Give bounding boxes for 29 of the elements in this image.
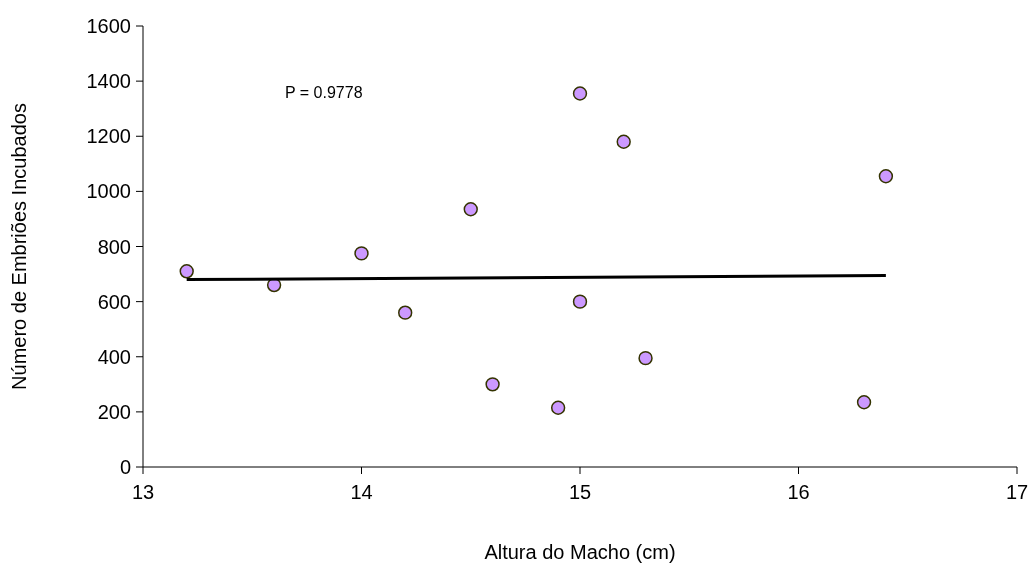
y-tick-label: 1000 [86,180,131,203]
point [878,169,894,184]
point [572,86,588,101]
y-axis-title: Número de Embriões Incubados [8,103,30,390]
point [638,350,653,366]
y-tick-label: 1600 [86,15,131,37]
point [463,202,478,217]
point [616,134,631,149]
x-tick-label: 17 [1005,481,1029,503]
y-tick-label: 400 [97,345,131,368]
y-tick-label: 1200 [86,125,131,148]
point [572,294,588,309]
y-tick-label: 0 [119,456,131,478]
y-tick-label: 200 [97,400,131,423]
point [856,395,872,410]
point [398,305,413,320]
point [354,246,369,261]
point [179,264,194,279]
y-tick-label: 800 [97,235,131,258]
point [485,377,500,392]
x-tick-label: 15 [568,481,592,503]
x-tick-label: 14 [350,481,373,503]
x-axis-title: Altura do Macho (cm) [484,541,676,563]
y-tick-label: 1400 [86,70,131,93]
x-tick-label: 13 [131,481,155,503]
x-tick-label: 16 [787,481,810,503]
point [550,400,566,415]
annotation: P = 0.9778 [285,84,363,101]
y-tick-label: 600 [97,290,131,313]
